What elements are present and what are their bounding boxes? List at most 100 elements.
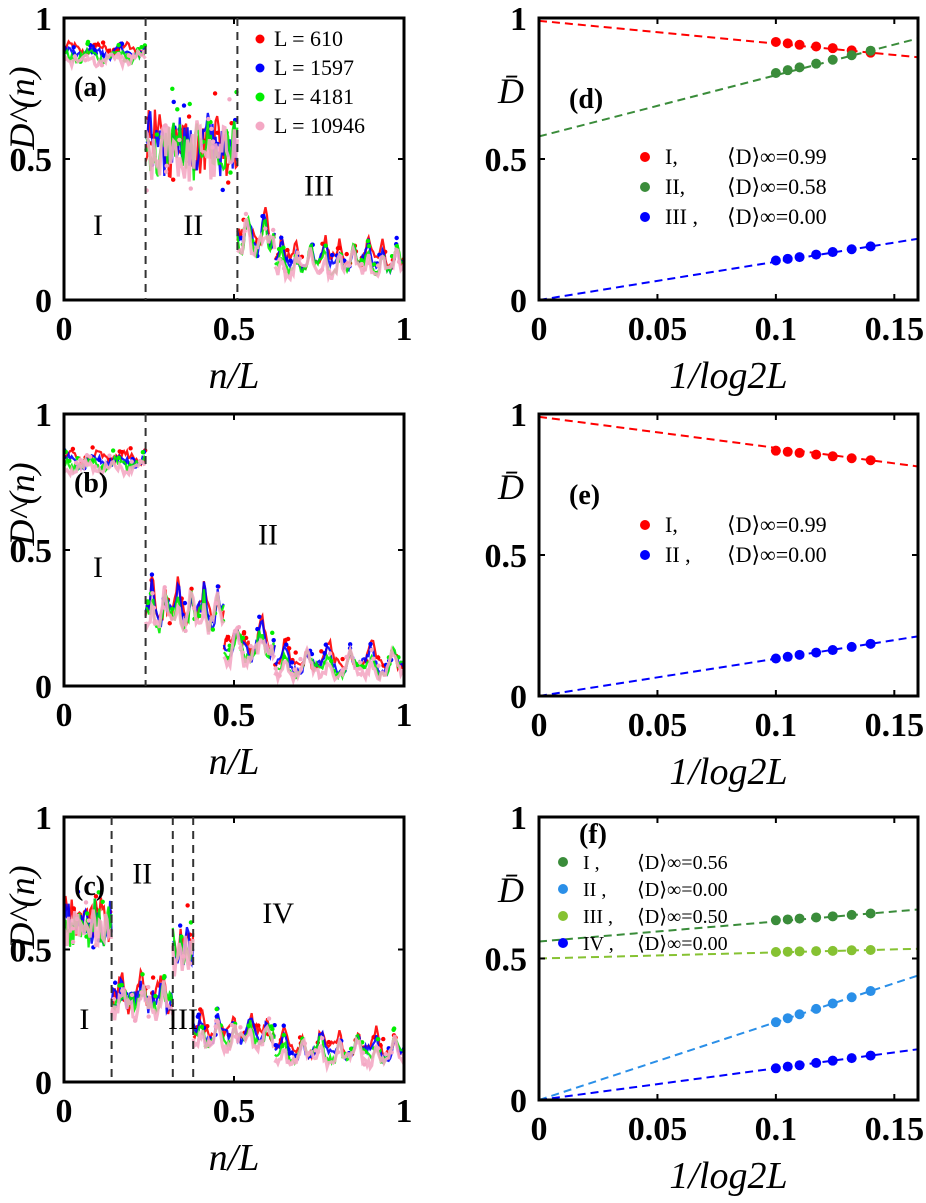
- legend-label: II,: [665, 174, 685, 199]
- D-point: [270, 630, 275, 636]
- D-point: [375, 263, 381, 268]
- D-point: [369, 647, 374, 653]
- x-tick-label: 0: [56, 697, 73, 734]
- data-point: [811, 249, 822, 260]
- data-point: [846, 641, 857, 652]
- panel-label: (e): [569, 480, 600, 511]
- D-point: [295, 250, 300, 255]
- D-point: [286, 646, 292, 651]
- data-point: [827, 998, 838, 1009]
- D-point: [281, 1032, 287, 1038]
- D-point: [95, 42, 101, 47]
- D-point: [107, 453, 112, 458]
- D-point: [241, 629, 247, 635]
- x-tick-label: 0.5: [213, 1093, 256, 1130]
- D-point: [116, 51, 121, 57]
- D-point: [270, 227, 276, 233]
- D-curve: [274, 1022, 404, 1062]
- D-point: [359, 257, 364, 263]
- data-point: [794, 1009, 805, 1020]
- D-point: [100, 53, 106, 58]
- D-point: [84, 462, 89, 467]
- D-point: [188, 186, 193, 191]
- x-tick-label: 0.05: [628, 707, 688, 744]
- axes-box: [62, 16, 406, 302]
- D-point: [213, 1018, 219, 1023]
- D-curve: [64, 455, 147, 479]
- D-point: [340, 667, 345, 673]
- x-tick-label: 0.15: [865, 707, 925, 744]
- D-point: [112, 980, 118, 985]
- D-point: [371, 656, 376, 661]
- legend-marker: [558, 938, 568, 948]
- D-point: [229, 1022, 235, 1028]
- x-tick-label: 0: [56, 311, 73, 348]
- D-point: [120, 988, 125, 993]
- D-point: [396, 259, 402, 265]
- axes-box: [537, 16, 920, 302]
- D-point: [366, 243, 372, 249]
- D-point: [183, 628, 188, 634]
- D-point: [92, 464, 98, 469]
- y-axis-label: D̄: [497, 467, 524, 507]
- D-point: [191, 605, 197, 611]
- D-point: [242, 228, 247, 234]
- D-point: [195, 1014, 201, 1019]
- legend-marker: [255, 63, 265, 73]
- D-curve: [192, 1009, 276, 1045]
- D-point: [182, 600, 188, 606]
- y-axis-label: D^(n): [2, 865, 42, 949]
- y-axis-label: D^(n): [2, 66, 42, 150]
- data-point: [846, 1053, 857, 1064]
- data-point: [827, 247, 838, 258]
- D-point: [71, 906, 76, 911]
- data-point: [770, 653, 781, 664]
- region-label: I: [93, 209, 103, 242]
- data-point: [865, 638, 876, 649]
- data-point: [827, 645, 838, 656]
- axes-box: [62, 412, 406, 688]
- D-point: [282, 654, 287, 660]
- D-point: [210, 139, 216, 144]
- data-point: [770, 36, 781, 47]
- data-point: [794, 946, 805, 957]
- x-tick-label: 0: [531, 707, 548, 744]
- x-tick-label: 0: [56, 1093, 73, 1130]
- D-point: [348, 1046, 354, 1052]
- D-point: [366, 254, 371, 259]
- D-point: [117, 983, 122, 988]
- D-point: [344, 251, 349, 257]
- legend-label: II ,: [665, 542, 691, 567]
- D-point: [365, 238, 371, 244]
- D-point: [328, 658, 334, 664]
- data-point: [782, 914, 793, 925]
- data-point: [782, 446, 793, 457]
- D-point: [362, 1062, 367, 1067]
- D-point: [99, 62, 105, 68]
- x-tick-label: 0.1: [755, 311, 798, 348]
- x-axis-label: n/L: [209, 355, 260, 397]
- D-point: [280, 1044, 285, 1049]
- data-point: [794, 447, 805, 458]
- D-point: [126, 53, 131, 58]
- D-point: [243, 211, 249, 217]
- data-point: [782, 946, 793, 957]
- x-tick-label: 0.05: [628, 1111, 688, 1148]
- D-point: [319, 267, 325, 272]
- legend-label: L = 610: [274, 26, 343, 51]
- legend-value: ⟨D⟩∞=0.00: [727, 204, 827, 229]
- data-point: [811, 647, 822, 658]
- y-tick-label: 1: [510, 1, 527, 38]
- region-label: III: [304, 170, 334, 203]
- legend-label: L = 1597: [274, 55, 354, 80]
- data-point: [865, 945, 876, 956]
- y-tick-label: 0.5: [10, 533, 53, 570]
- data-point: [811, 912, 822, 923]
- D-point: [276, 246, 282, 252]
- data-point: [782, 65, 793, 76]
- D-point: [153, 993, 158, 999]
- data-layer: [539, 908, 918, 1100]
- D-point: [129, 992, 135, 998]
- D-point: [289, 1050, 294, 1055]
